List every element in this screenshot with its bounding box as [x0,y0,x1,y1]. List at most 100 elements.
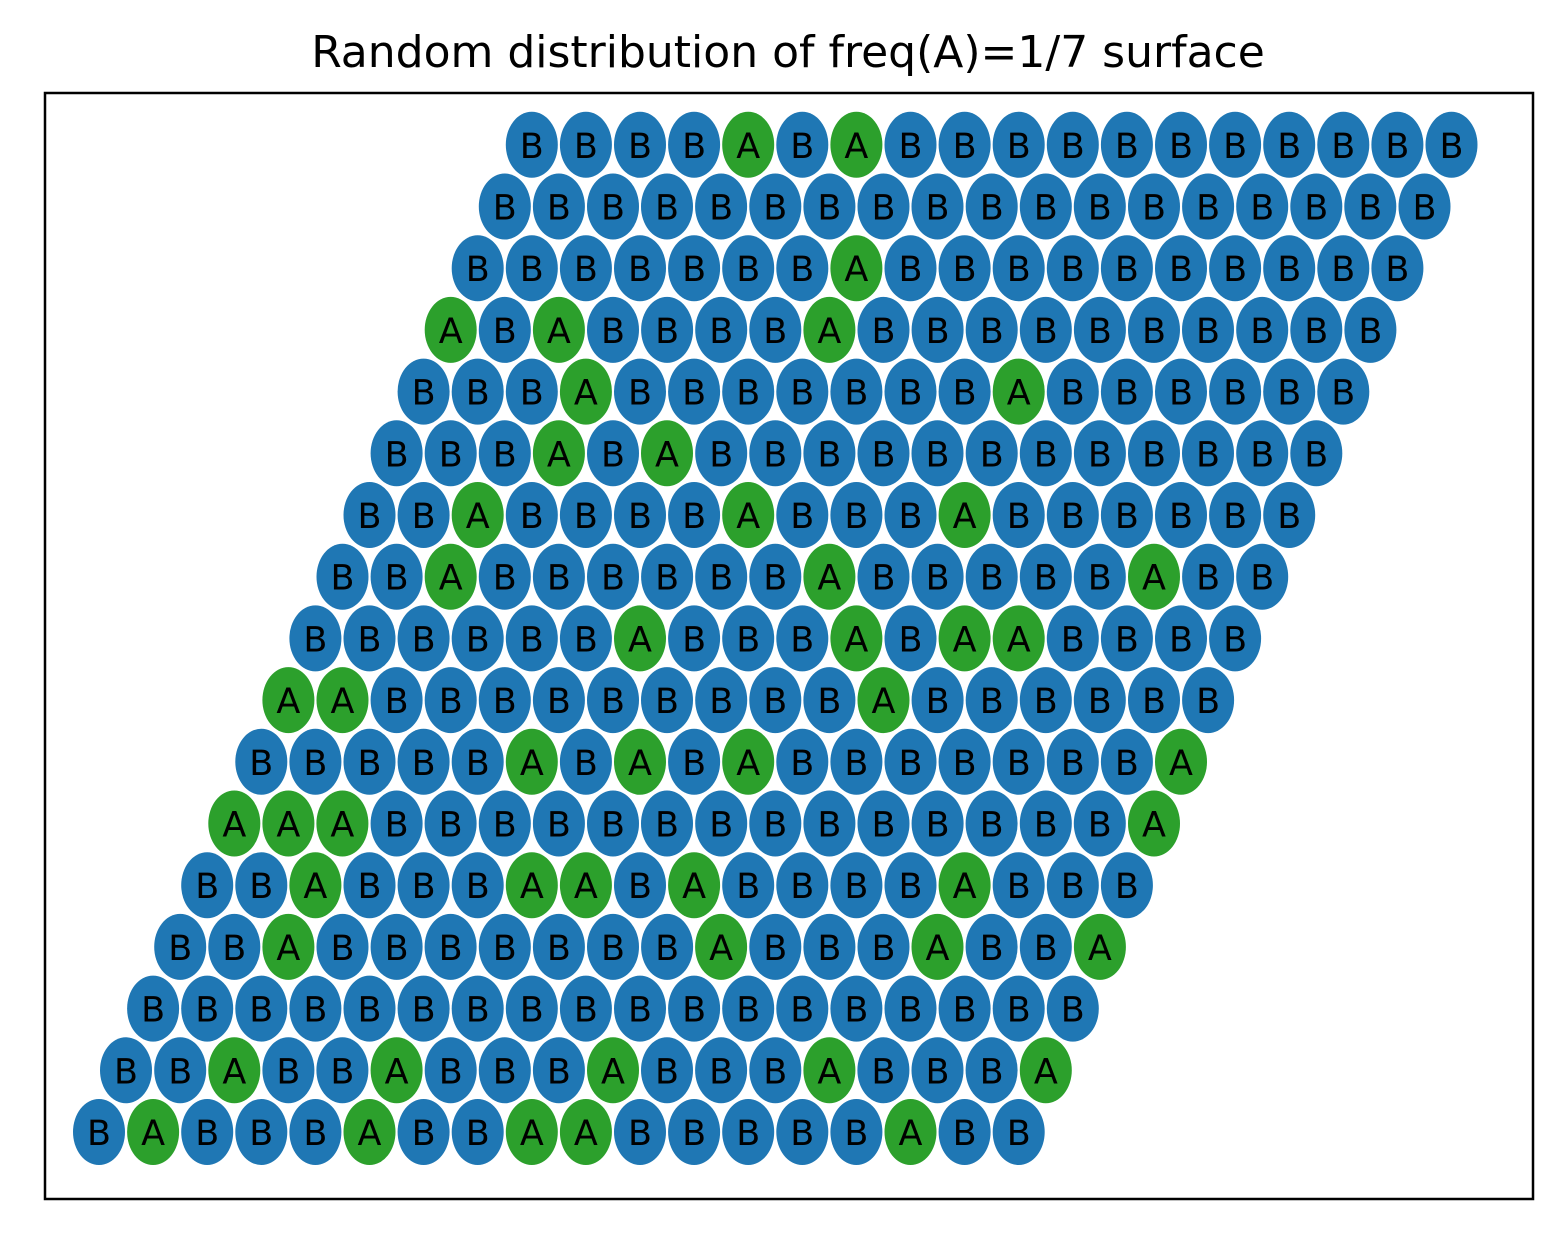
site-B: B [803,667,856,734]
site-B: B [722,975,775,1042]
site-label: B [1196,435,1220,475]
site-label: A [736,744,760,784]
site-marker [532,543,585,610]
site-B: B [316,1037,369,1104]
site-label: B [953,991,977,1031]
site-B: B [1046,482,1099,548]
site-label: B [980,682,1004,722]
site-B: B [1019,173,1072,240]
site-label: B [736,620,760,660]
site-label: B [574,620,598,660]
site-label: B [1115,744,1139,784]
site-marker [938,975,991,1042]
site-B: B [532,543,585,610]
site-marker [1290,296,1343,363]
site-label: B [357,497,381,537]
site-label: B [1088,806,1112,846]
site-label: B [412,744,436,784]
site-marker [857,296,910,363]
site-marker [776,852,829,919]
site-label: B [385,682,409,722]
site-marker [857,1037,910,1104]
site-marker [559,482,612,548]
site-marker [181,852,234,919]
site-marker [181,975,234,1042]
site-label: A [547,312,571,352]
site-label: B [1115,867,1139,907]
site-marker [1073,913,1126,980]
site-marker [478,913,531,980]
site-marker [451,482,504,548]
site-marker [587,173,639,240]
site-label: B [763,435,787,475]
site-A: A [587,1037,639,1104]
site-label: B [520,127,544,167]
site-label: B [655,929,679,969]
site-label: B [1223,620,1247,660]
site-label: B [844,1114,868,1154]
site-B: B [1046,358,1099,425]
lattice-sites: B B B B A B A B B B B B B B B B B BB B B B B B B B B B B B B B B B B BB B B B… [73,111,1478,1165]
site-marker [884,111,937,178]
site-A: A [992,358,1045,425]
site-marker [397,1099,450,1165]
site-B: B [559,605,612,672]
site-label: B [303,991,327,1031]
site-B: B [614,358,666,425]
site-B: B [424,667,477,734]
site-label: B [682,250,706,290]
site-B: B [1344,296,1397,363]
site-marker [1182,543,1235,610]
site-marker [803,667,856,734]
site-B: B [1155,482,1207,548]
site-label: B [655,559,679,599]
site-marker [424,1037,477,1104]
site-label: B [1007,127,1031,167]
site-marker [1046,235,1099,302]
site-label: A [628,620,652,660]
site-marker [289,975,342,1042]
site-marker [1155,482,1207,548]
site-B: B [1398,173,1451,240]
site-B: B [695,667,748,734]
site-label: B [439,806,463,846]
site-label: B [1385,127,1409,167]
site-marker [1046,482,1099,548]
site-B: B [776,605,829,672]
site-B: B [857,420,910,487]
site-label: B [574,744,598,784]
site-A: A [938,605,991,672]
site-label: B [1277,374,1301,414]
site-marker [343,728,396,795]
site-B: B [668,728,721,795]
site-A: A [1155,728,1207,795]
site-B: B [424,1037,477,1104]
site-marker [749,1037,802,1104]
site-B: B [911,420,964,487]
site-B: B [911,790,964,857]
site-B: B [965,667,1018,734]
site-B: B [1100,235,1153,302]
site-B: B [1073,667,1126,734]
site-marker [884,605,937,672]
site-label: B [493,682,517,722]
site-label: B [817,189,841,229]
site-marker [992,111,1045,178]
site-B: B [1290,296,1343,363]
site-label: B [763,189,787,229]
site-B: B [722,605,775,672]
site-B: B [695,173,748,240]
site-label: B [1088,559,1112,599]
site-label: B [763,1052,787,1092]
site-B: B [424,913,477,980]
site-B: B [884,605,937,672]
site-label: A [520,867,544,907]
site-B: B [857,913,910,980]
site-marker [208,790,261,857]
site-marker [776,605,829,672]
site-B: B [587,173,639,240]
site-marker [614,358,666,425]
site-B: B [451,1099,504,1165]
site-marker [316,1037,369,1104]
site-marker [1344,173,1397,240]
